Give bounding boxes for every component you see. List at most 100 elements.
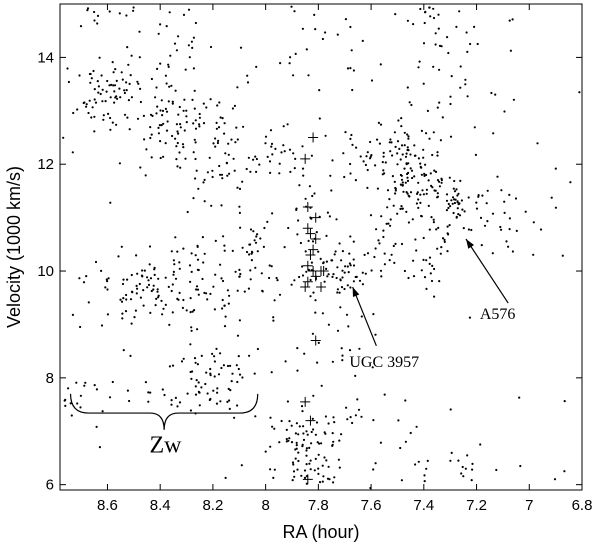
data-point bbox=[176, 165, 179, 168]
plus-marker bbox=[305, 250, 316, 261]
data-point bbox=[420, 166, 423, 169]
data-point bbox=[195, 288, 198, 291]
data-point bbox=[98, 446, 101, 449]
data-point bbox=[301, 27, 304, 30]
data-point bbox=[105, 90, 108, 93]
data-point bbox=[361, 39, 364, 43]
data-point bbox=[138, 56, 141, 59]
data-point bbox=[425, 467, 428, 470]
data-point bbox=[434, 43, 437, 46]
data-point bbox=[423, 276, 427, 279]
data-point bbox=[194, 385, 197, 388]
data-point bbox=[87, 301, 90, 304]
data-point bbox=[214, 145, 217, 148]
data-point bbox=[227, 302, 230, 305]
data-point bbox=[449, 408, 452, 411]
data-point bbox=[461, 465, 464, 469]
data-point bbox=[194, 119, 197, 122]
data-point bbox=[171, 100, 174, 103]
data-point bbox=[192, 36, 195, 39]
data-point bbox=[89, 81, 92, 84]
data-point bbox=[382, 235, 385, 239]
data-point bbox=[172, 270, 175, 273]
data-point bbox=[473, 25, 476, 28]
data-point bbox=[223, 122, 226, 125]
data-point bbox=[228, 407, 231, 410]
data-point bbox=[331, 159, 334, 162]
data-point bbox=[313, 13, 316, 16]
data-point bbox=[93, 19, 96, 22]
data-point bbox=[301, 410, 304, 413]
data-point bbox=[441, 237, 445, 240]
data-point bbox=[402, 190, 405, 193]
data-point bbox=[84, 381, 87, 384]
data-point bbox=[169, 54, 172, 57]
data-point bbox=[490, 91, 493, 95]
data-point bbox=[62, 136, 65, 139]
data-point bbox=[401, 153, 404, 156]
data-point bbox=[341, 354, 344, 357]
data-point bbox=[412, 259, 415, 262]
data-point bbox=[419, 201, 422, 204]
data-point bbox=[167, 65, 170, 68]
data-point bbox=[393, 180, 396, 183]
data-point bbox=[79, 325, 82, 329]
data-point bbox=[151, 114, 154, 117]
data-point bbox=[295, 208, 298, 211]
annotation-label: A576 bbox=[480, 306, 516, 323]
data-point bbox=[238, 373, 242, 376]
data-point bbox=[399, 207, 402, 210]
data-point bbox=[102, 118, 105, 121]
data-point bbox=[165, 25, 168, 28]
data-point bbox=[405, 191, 408, 194]
data-point bbox=[415, 425, 418, 428]
data-point bbox=[271, 212, 274, 215]
data-point bbox=[165, 129, 169, 132]
data-point bbox=[166, 120, 169, 123]
data-point bbox=[332, 440, 335, 443]
data-point bbox=[146, 276, 149, 279]
data-point bbox=[349, 137, 352, 140]
data-point bbox=[432, 221, 435, 224]
data-point bbox=[416, 192, 419, 195]
data-point bbox=[172, 273, 175, 276]
data-point bbox=[175, 158, 178, 161]
plus-marker bbox=[302, 276, 313, 287]
data-point bbox=[476, 42, 479, 46]
data-point bbox=[313, 469, 316, 472]
data-point bbox=[194, 157, 197, 161]
data-point bbox=[481, 194, 484, 197]
data-point bbox=[376, 138, 379, 141]
data-point bbox=[420, 173, 423, 176]
data-point bbox=[448, 224, 451, 227]
data-point bbox=[259, 237, 262, 240]
data-point bbox=[82, 281, 86, 284]
data-point bbox=[433, 267, 436, 271]
data-point bbox=[239, 272, 242, 276]
data-point bbox=[432, 131, 435, 134]
data-point bbox=[349, 264, 352, 267]
data-point bbox=[500, 228, 503, 231]
data-point bbox=[361, 283, 364, 286]
data-point bbox=[162, 307, 165, 310]
data-point bbox=[128, 128, 131, 131]
data-point bbox=[466, 95, 469, 98]
data-point bbox=[93, 88, 96, 91]
data-point bbox=[456, 194, 459, 197]
data-point bbox=[327, 273, 330, 276]
data-point bbox=[270, 145, 273, 148]
data-point bbox=[159, 62, 162, 65]
data-point bbox=[346, 265, 349, 268]
data-point bbox=[189, 409, 192, 412]
data-point bbox=[422, 148, 425, 151]
data-point bbox=[378, 142, 381, 145]
data-point bbox=[503, 200, 506, 203]
data-point bbox=[202, 102, 205, 105]
data-point bbox=[336, 288, 339, 291]
data-point bbox=[214, 137, 217, 140]
data-point bbox=[336, 266, 339, 269]
data-point bbox=[174, 89, 177, 92]
data-point bbox=[133, 316, 136, 319]
annotations: UGC 3957 A576 Zw bbox=[69, 238, 516, 459]
data-point bbox=[477, 194, 480, 197]
